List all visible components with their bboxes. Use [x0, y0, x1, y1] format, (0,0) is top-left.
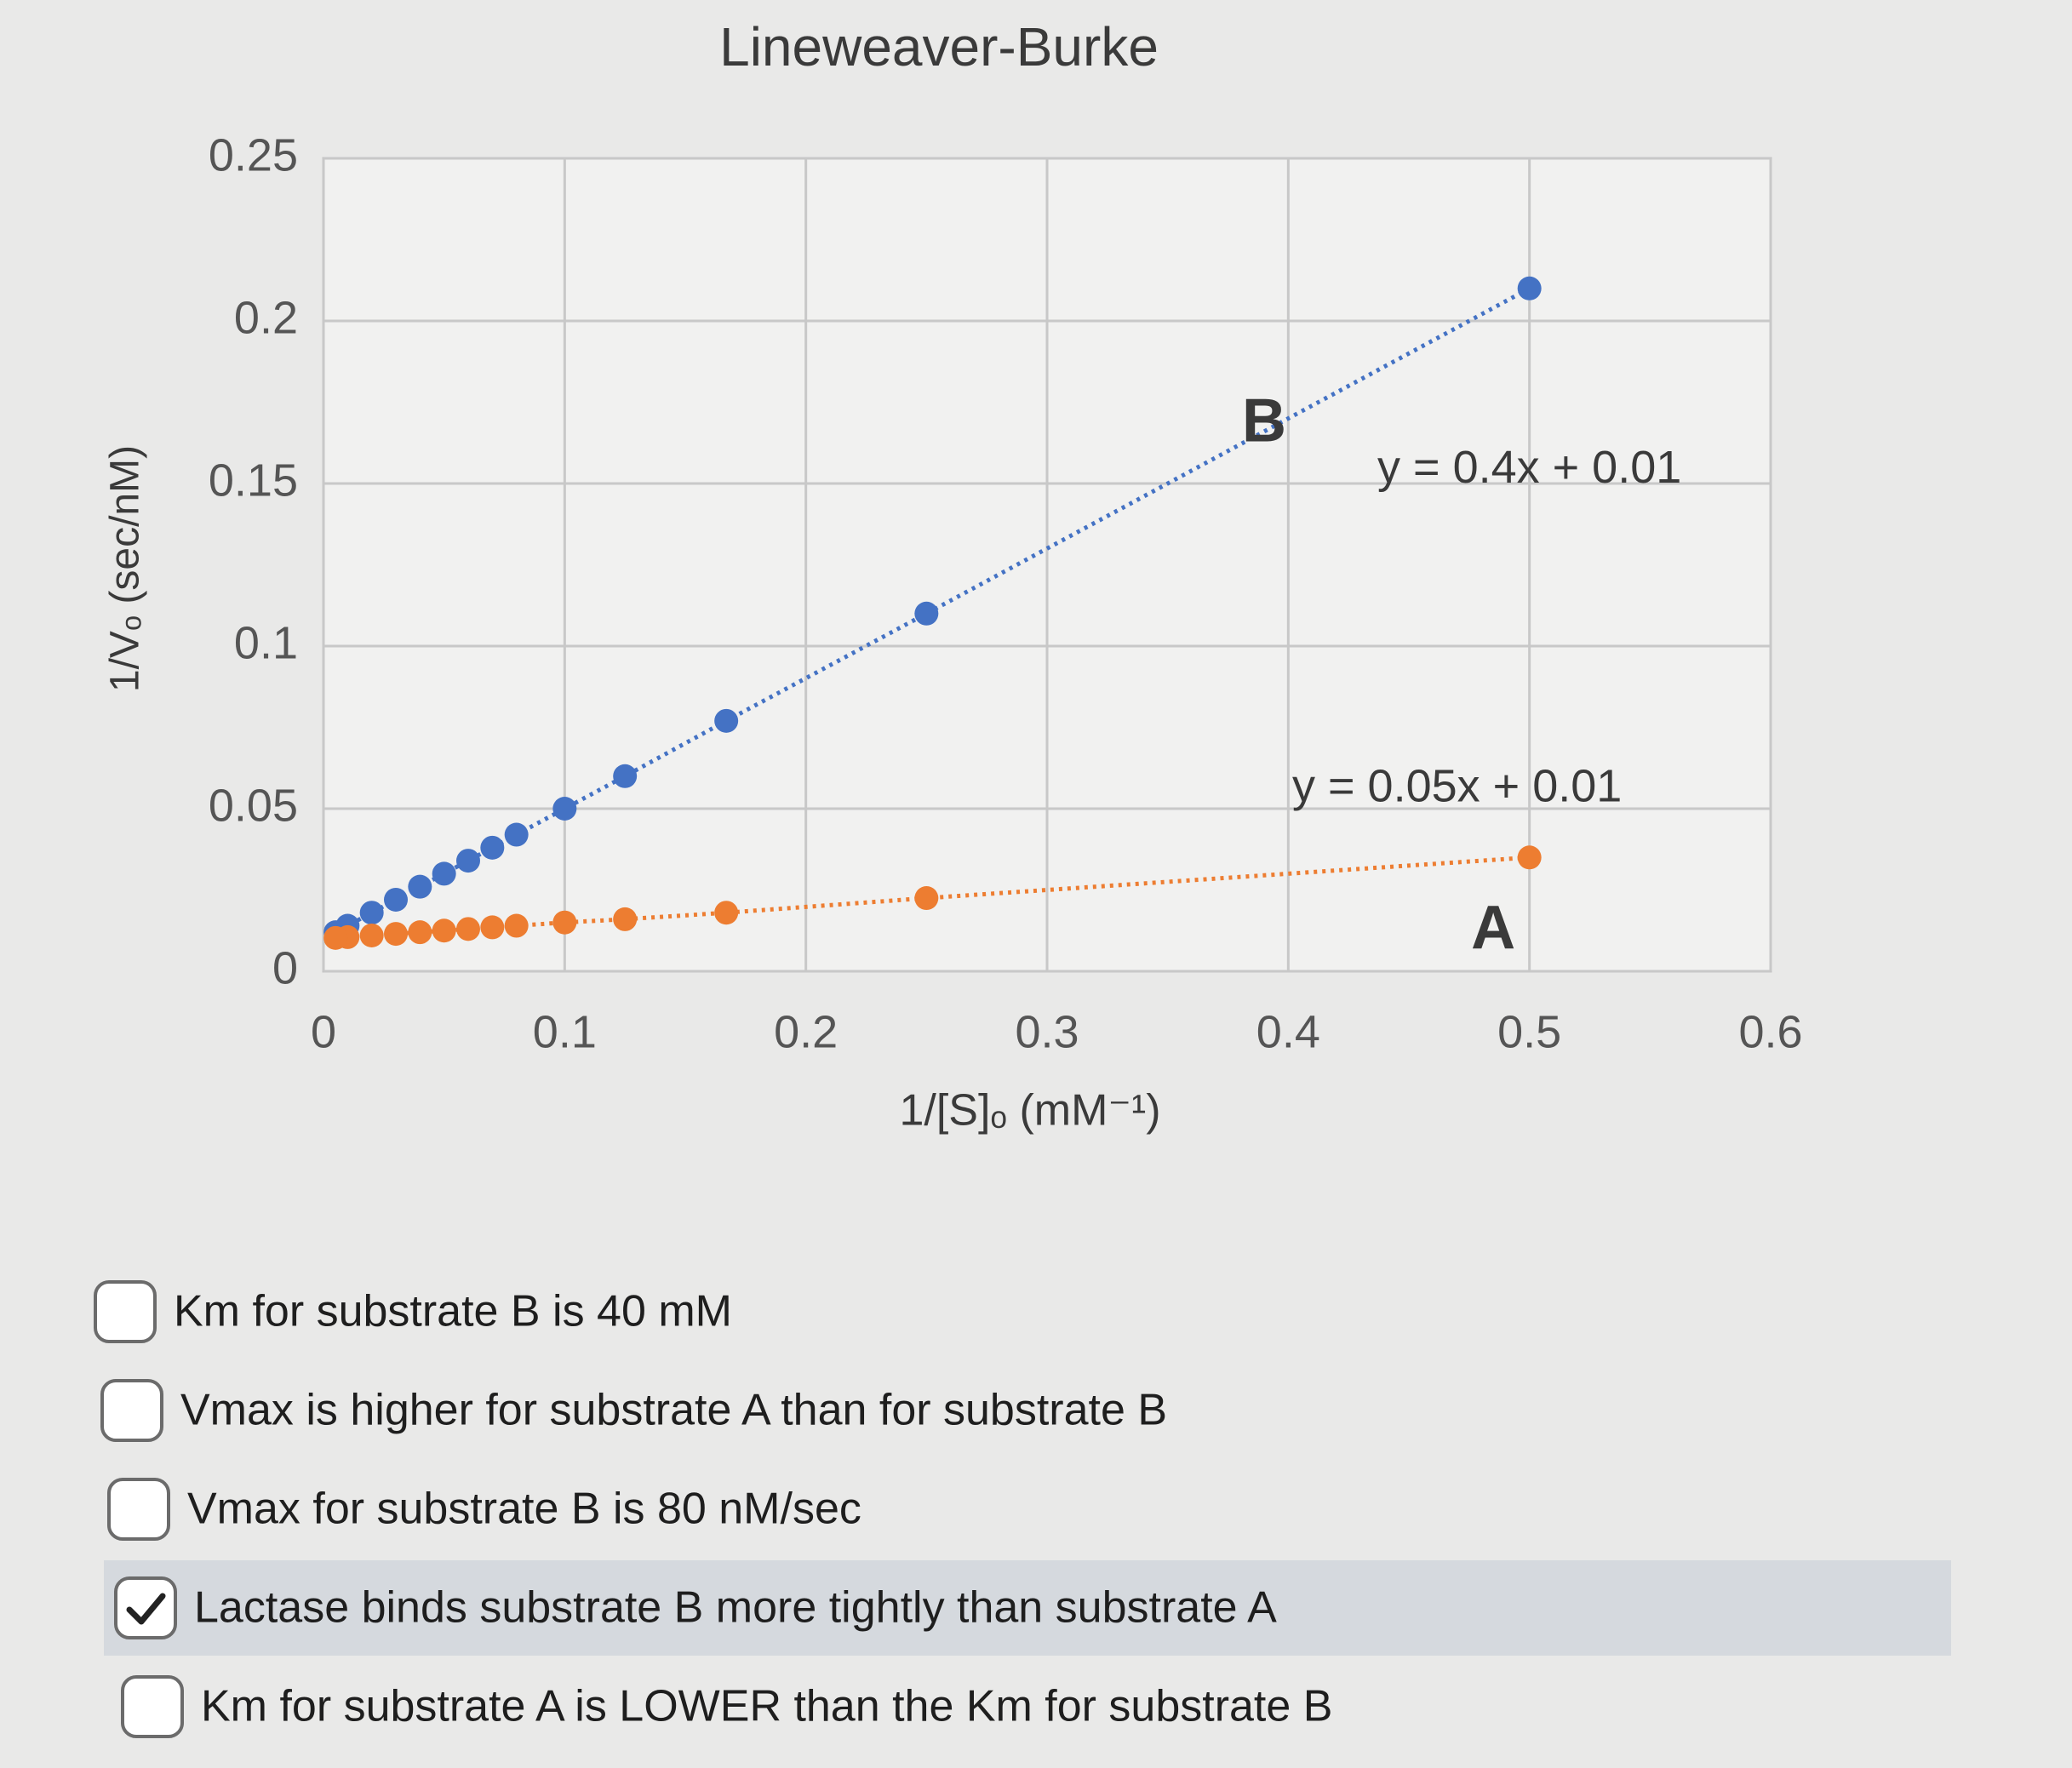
x-tick-label: 0.6 [1738, 1006, 1802, 1057]
data-point [432, 918, 456, 943]
checkbox[interactable] [107, 1478, 170, 1541]
checkbox[interactable] [100, 1379, 163, 1442]
series-label: B [1242, 386, 1286, 455]
y-tick-label: 0.2 [234, 292, 298, 343]
data-point [408, 920, 432, 945]
data-point [613, 764, 638, 788]
y-tick-label: 0.25 [209, 129, 298, 180]
data-point [613, 907, 638, 931]
data-point [1517, 845, 1542, 870]
checkbox[interactable] [121, 1675, 184, 1738]
data-point [552, 910, 577, 935]
data-point [384, 887, 408, 912]
y-tick-label: 0.15 [209, 455, 298, 506]
checkmark [126, 1593, 166, 1625]
x-tick-label: 0.3 [1015, 1006, 1079, 1057]
data-point [714, 708, 739, 733]
equation-label: y = 0.05x + 0.01 [1292, 760, 1622, 811]
y-tick-label: 0.1 [234, 617, 298, 668]
option-text: Km for substrate B is 40 mM [174, 1287, 732, 1336]
x-tick-label: 0.5 [1497, 1006, 1561, 1057]
answer-option[interactable]: Lactase binds substrate B more tightly t… [104, 1560, 1951, 1656]
x-tick-label: 0 [311, 1006, 336, 1057]
data-point [714, 901, 739, 925]
y-tick-label: 0 [272, 942, 298, 993]
y-tick-label: 0.05 [209, 780, 298, 831]
x-tick-label: 0.4 [1256, 1006, 1320, 1057]
answer-option[interactable]: Vmax for substrate B is 80 nM/sec [107, 1478, 861, 1541]
data-point [432, 861, 456, 886]
data-point [914, 886, 939, 911]
option-text: Lactase binds substrate B more tightly t… [194, 1583, 1277, 1633]
checkbox[interactable] [114, 1576, 177, 1639]
x-tick-label: 0.1 [533, 1006, 597, 1057]
data-point [914, 601, 939, 626]
data-point [552, 797, 577, 821]
data-point [504, 913, 529, 938]
series-label: A [1471, 894, 1515, 962]
data-point [480, 835, 505, 860]
equation-label: y = 0.4x + 0.01 [1377, 442, 1681, 493]
data-point [384, 922, 408, 947]
chart-title: Lineweaver-Burke [719, 16, 1159, 77]
data-point [359, 901, 384, 925]
trend-line [334, 286, 1531, 935]
answer-option[interactable]: Vmax is higher for substrate A than for … [100, 1379, 1167, 1442]
option-text: Vmax for substrate B is 80 nM/sec [187, 1485, 861, 1534]
data-point [1517, 276, 1542, 300]
data-point [504, 822, 529, 847]
x-axis-label: 1/[S]ₒ (mM⁻¹) [899, 1086, 1160, 1136]
option-text: Vmax is higher for substrate A than for … [180, 1386, 1167, 1435]
x-tick-label: 0.2 [774, 1006, 838, 1057]
data-point [456, 849, 480, 873]
data-point [359, 923, 384, 947]
answer-option[interactable]: Km for substrate A is LOWER than the Km … [121, 1675, 1332, 1738]
checkbox[interactable] [94, 1280, 157, 1343]
data-point [456, 917, 480, 941]
selected-highlight [104, 1560, 1951, 1656]
answer-option[interactable]: Km for substrate B is 40 mM [94, 1280, 732, 1343]
data-point [408, 874, 432, 899]
option-text: Km for substrate A is LOWER than the Km … [201, 1682, 1332, 1731]
y-axis-label: 1/Vₒ (sec/nM) [103, 445, 148, 692]
data-point [323, 925, 348, 950]
data-point [480, 915, 505, 940]
